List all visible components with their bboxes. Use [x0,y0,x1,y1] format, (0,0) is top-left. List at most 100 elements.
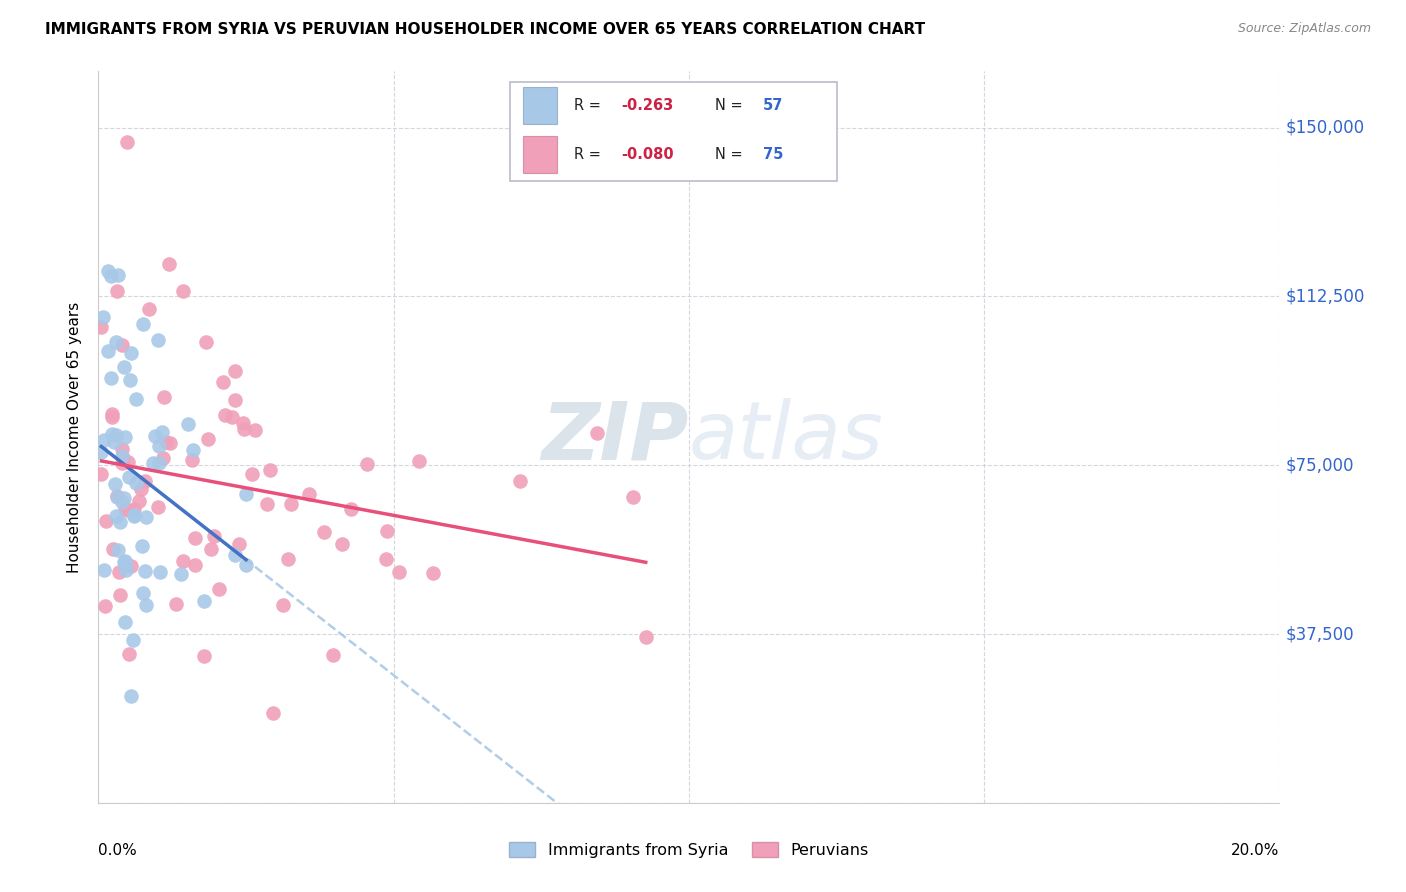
Point [112,360,135,375]
Point [114,615,136,629]
Point [93,433,115,447]
Point [112,451,135,466]
FancyBboxPatch shape [523,87,557,124]
Point [374,552,396,566]
Text: 75: 75 [762,146,783,161]
Point [146,500,169,514]
Point [101,426,124,441]
Point [150,425,173,439]
Point [586,425,609,440]
Point [122,508,145,523]
Point [105,284,128,298]
Point [314,524,336,539]
Text: 0.0%: 0.0% [98,843,138,858]
Point [132,586,155,600]
Point [180,453,202,467]
Point [388,565,411,579]
Point [134,564,156,578]
Point [104,334,127,349]
Point [90,320,112,334]
Point [122,508,145,523]
Point [105,489,128,503]
Point [194,334,217,349]
Point [94,599,117,614]
Point [256,498,278,512]
Point [90,445,112,459]
Point [193,649,215,664]
Point [118,647,141,661]
Point [114,554,136,568]
Point [90,467,112,481]
Point [621,490,644,504]
Text: 20.0%: 20.0% [1232,843,1279,858]
Point [224,548,246,562]
Point [111,338,134,352]
Point [94,515,117,529]
Point [101,410,124,425]
Text: 57: 57 [762,98,783,113]
Point [224,364,246,378]
Point [101,407,124,421]
Point [114,430,136,444]
Point [105,490,128,504]
Point [103,541,125,556]
Point [120,345,142,359]
Point [104,477,127,491]
Point [322,648,344,663]
Text: -0.080: -0.080 [621,146,673,161]
Text: $112,500: $112,500 [1285,287,1365,305]
Point [134,474,156,488]
Point [159,257,181,271]
Point [332,537,354,551]
Point [177,417,200,431]
Point [117,455,139,469]
Point [111,456,134,470]
Text: N =: N = [716,146,742,161]
Point [172,284,194,298]
Point [107,543,129,558]
Legend: Immigrants from Syria, Peruvians: Immigrants from Syria, Peruvians [503,836,875,864]
Point [297,487,319,501]
Point [112,491,135,505]
Point [207,582,229,597]
Point [170,567,193,582]
Point [114,558,136,573]
Point [105,428,128,442]
Point [233,422,256,436]
Point [93,563,115,577]
Point [235,486,257,500]
Point [183,531,205,545]
Point [114,501,136,516]
Point [124,392,146,406]
Point [107,565,129,579]
Point [184,558,207,572]
Point [202,528,225,542]
Point [114,563,136,577]
Point [138,301,160,316]
Point [375,524,398,539]
Point [107,268,129,283]
Point [108,515,131,529]
Point [232,416,254,430]
Text: $150,000: $150,000 [1285,119,1364,136]
Point [128,494,150,508]
Point [131,539,153,553]
Point [172,554,194,568]
Point [125,475,148,490]
Point [197,432,219,446]
Text: -0.263: -0.263 [621,98,673,113]
Y-axis label: Householder Income Over 65 years: Householder Income Over 65 years [67,301,83,573]
Point [148,439,170,453]
Point [356,457,378,471]
Point [235,558,257,572]
Point [122,501,145,516]
Point [271,598,294,612]
Point [148,333,170,347]
Point [509,474,531,488]
Text: $37,500: $37,500 [1285,625,1354,643]
Point [148,456,170,470]
Point [111,450,134,464]
Text: R =: R = [574,146,600,161]
Point [228,537,250,551]
Text: R =: R = [574,98,600,113]
